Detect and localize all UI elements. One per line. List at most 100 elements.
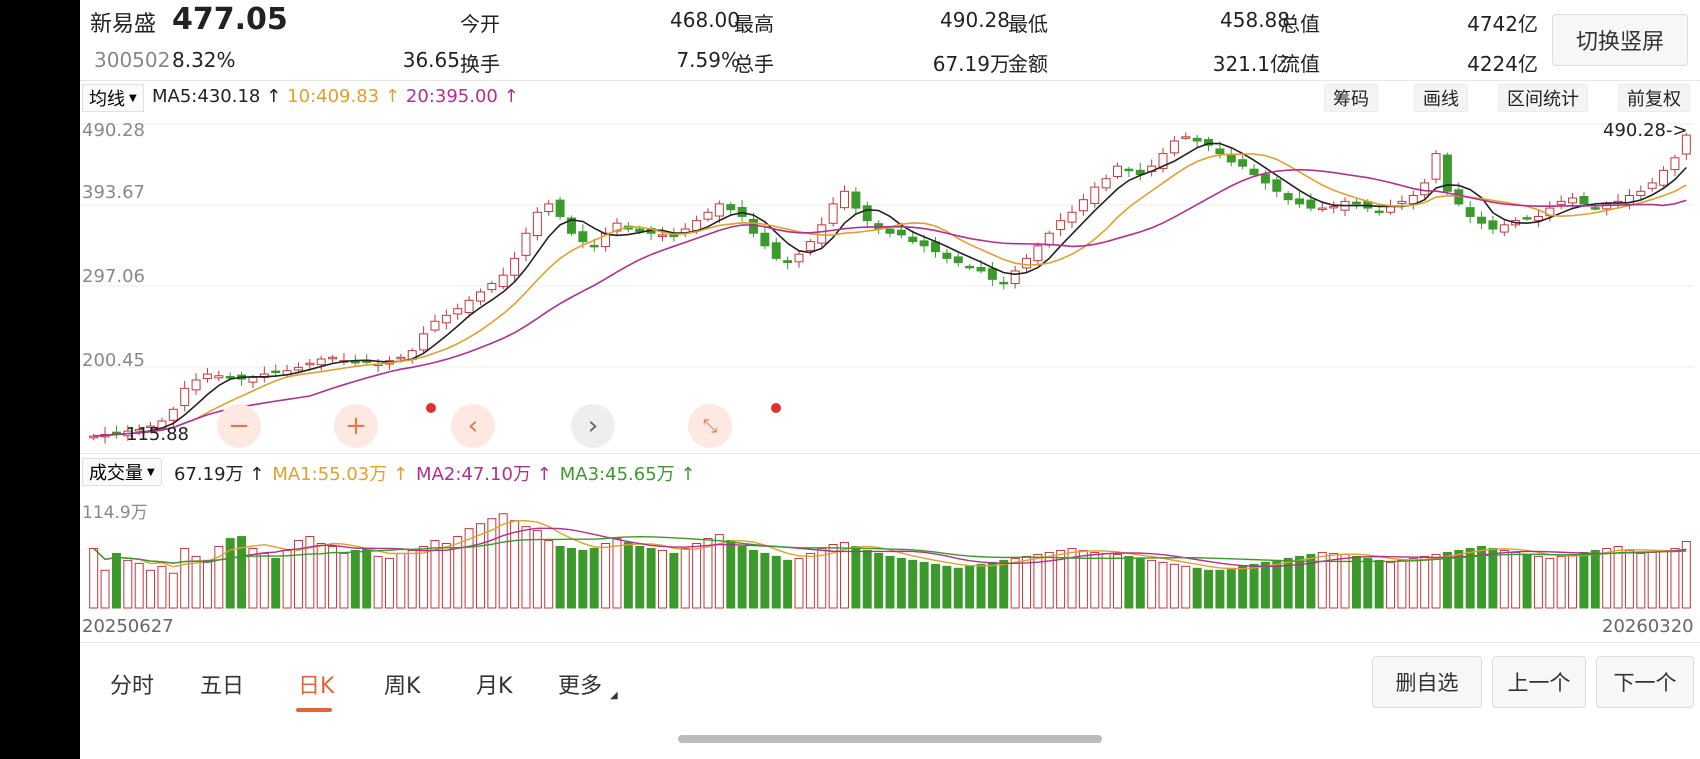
volume-bar [1442, 551, 1452, 609]
home-indicator[interactable] [678, 735, 1102, 743]
tab-weekly-k[interactable]: 周K [384, 674, 421, 699]
forward-adjust-button[interactable]: 前复权 [1618, 84, 1690, 112]
candle [1647, 177, 1657, 192]
stat-label: 金额 [1008, 52, 1048, 76]
volume-bar [1465, 547, 1475, 609]
ma10-line [93, 153, 1687, 437]
scroll-left-button[interactable]: ‹ [451, 404, 495, 448]
volume-bar [1101, 552, 1111, 609]
stat-value: 490.28 [940, 8, 1010, 32]
volume-max-label: 114.9万 [82, 503, 148, 523]
chips-button[interactable]: 筹码 [1324, 84, 1378, 112]
active-tab-indicator [296, 708, 332, 712]
ma10-value: 10:409.83 ↑ [287, 86, 400, 107]
tab-intraday[interactable]: 分时 [110, 674, 155, 699]
candle [1408, 190, 1418, 210]
volume-bar [999, 559, 1009, 609]
draw-line-button[interactable]: 画线 [1414, 84, 1468, 112]
candle [1090, 182, 1100, 208]
candle [1135, 162, 1145, 181]
price-chart[interactable] [80, 118, 1700, 453]
candle [544, 199, 554, 216]
candle [1351, 198, 1361, 209]
reset-zoom-button[interactable]: ⤡ [688, 404, 732, 448]
ma20-value: 20:395.00 ↑ [405, 86, 519, 107]
candle [987, 261, 997, 287]
volume-bar [544, 540, 554, 609]
volume-bar [1351, 555, 1361, 609]
volume-bar [1113, 553, 1122, 609]
volume-bar [532, 530, 542, 609]
volume-bar [1033, 553, 1043, 609]
stat-value: 4224亿 [1467, 52, 1538, 76]
volume-bar [805, 552, 815, 609]
volume-bar [89, 547, 99, 609]
candle [942, 248, 952, 264]
tab-daily-k[interactable]: 日K [298, 674, 335, 699]
volume-bar [1295, 555, 1305, 609]
indicator-selector[interactable]: 成交量 ▼ [82, 458, 162, 486]
candle [419, 326, 429, 354]
change-percent: 8.32% [172, 48, 236, 72]
stat-value: 67.19万 [932, 52, 1010, 76]
candle [1158, 147, 1168, 173]
event-marker[interactable] [426, 403, 436, 413]
y-tick-label: 297.06 [82, 266, 145, 287]
tab-more[interactable]: 更多 [558, 674, 603, 699]
candle [407, 348, 417, 364]
candle [919, 234, 929, 253]
candle [441, 309, 451, 330]
candle [1238, 153, 1248, 170]
volume-bar [214, 545, 224, 609]
candle [510, 251, 520, 282]
volume-bar [191, 555, 201, 609]
range-stats-button[interactable]: 区间统计 [1498, 84, 1588, 112]
candle [464, 296, 474, 318]
volume-bar [566, 547, 576, 609]
volume-bar [1397, 559, 1407, 609]
zoom-in-button[interactable]: + [334, 404, 378, 448]
volume-bar [259, 552, 269, 609]
previous-stock-button[interactable]: 上一个 [1492, 656, 1586, 708]
volume-bar [1147, 559, 1157, 609]
volume-bar [794, 557, 804, 609]
x-start-date: 20250627 [82, 616, 174, 637]
volume-bar [817, 547, 827, 609]
candle [737, 199, 747, 222]
candle [532, 207, 542, 241]
stat-value: 321.1亿 [1212, 52, 1290, 76]
volume-bar [1613, 545, 1623, 609]
scroll-right-button[interactable]: › [571, 404, 615, 448]
candle [1181, 132, 1191, 140]
switch-portrait-button[interactable]: 切换竖屏 [1552, 14, 1688, 66]
tab-monthly-k[interactable]: 月K [476, 674, 513, 699]
volume-bar [202, 559, 212, 609]
candle [1033, 242, 1043, 264]
candle [680, 223, 690, 238]
remove-watchlist-button[interactable]: 删自选 [1372, 656, 1482, 708]
candle [180, 380, 190, 412]
ma-selector[interactable]: 均线 ▼ [82, 84, 144, 112]
candle [1317, 202, 1327, 213]
ma5-value: MA5:430.18 ↑ [152, 86, 282, 107]
volume-bar [1260, 561, 1270, 609]
tab-five-day[interactable]: 五日 [200, 674, 245, 699]
candle [487, 281, 497, 294]
volume-bar [851, 545, 861, 609]
zoom-out-button[interactable]: − [217, 404, 261, 448]
candle [862, 201, 872, 227]
volume-bar [362, 547, 372, 609]
candle [1533, 208, 1543, 228]
candle [1442, 152, 1452, 195]
volume-chart[interactable] [80, 490, 1700, 610]
next-stock-button[interactable]: 下一个 [1596, 656, 1694, 708]
event-marker[interactable] [771, 403, 781, 413]
candle [271, 364, 281, 377]
volume-bar [464, 528, 474, 609]
volume-bar [1192, 567, 1202, 609]
volume-bar [840, 542, 849, 609]
volume-bar [328, 545, 338, 609]
volume-bar [658, 549, 667, 609]
volume-bar [1215, 569, 1225, 609]
change-amount: 36.65 [402, 48, 460, 72]
